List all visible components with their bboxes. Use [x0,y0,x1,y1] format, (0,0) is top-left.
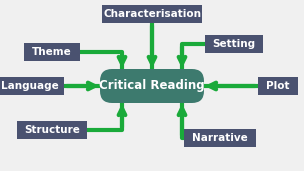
Text: Structure: Structure [24,125,80,135]
Text: Narrative: Narrative [192,133,248,143]
FancyBboxPatch shape [205,35,263,53]
FancyBboxPatch shape [0,77,64,95]
Text: Critical Reading: Critical Reading [99,80,205,93]
Text: Characterisation: Characterisation [103,9,201,19]
Text: Setting: Setting [212,39,256,49]
FancyBboxPatch shape [17,121,87,139]
Text: Language: Language [1,81,59,91]
FancyBboxPatch shape [102,5,202,23]
FancyBboxPatch shape [184,129,256,147]
FancyBboxPatch shape [24,43,80,61]
Text: Plot: Plot [266,81,290,91]
FancyBboxPatch shape [258,77,298,95]
Text: Theme: Theme [32,47,72,57]
FancyBboxPatch shape [100,69,204,103]
